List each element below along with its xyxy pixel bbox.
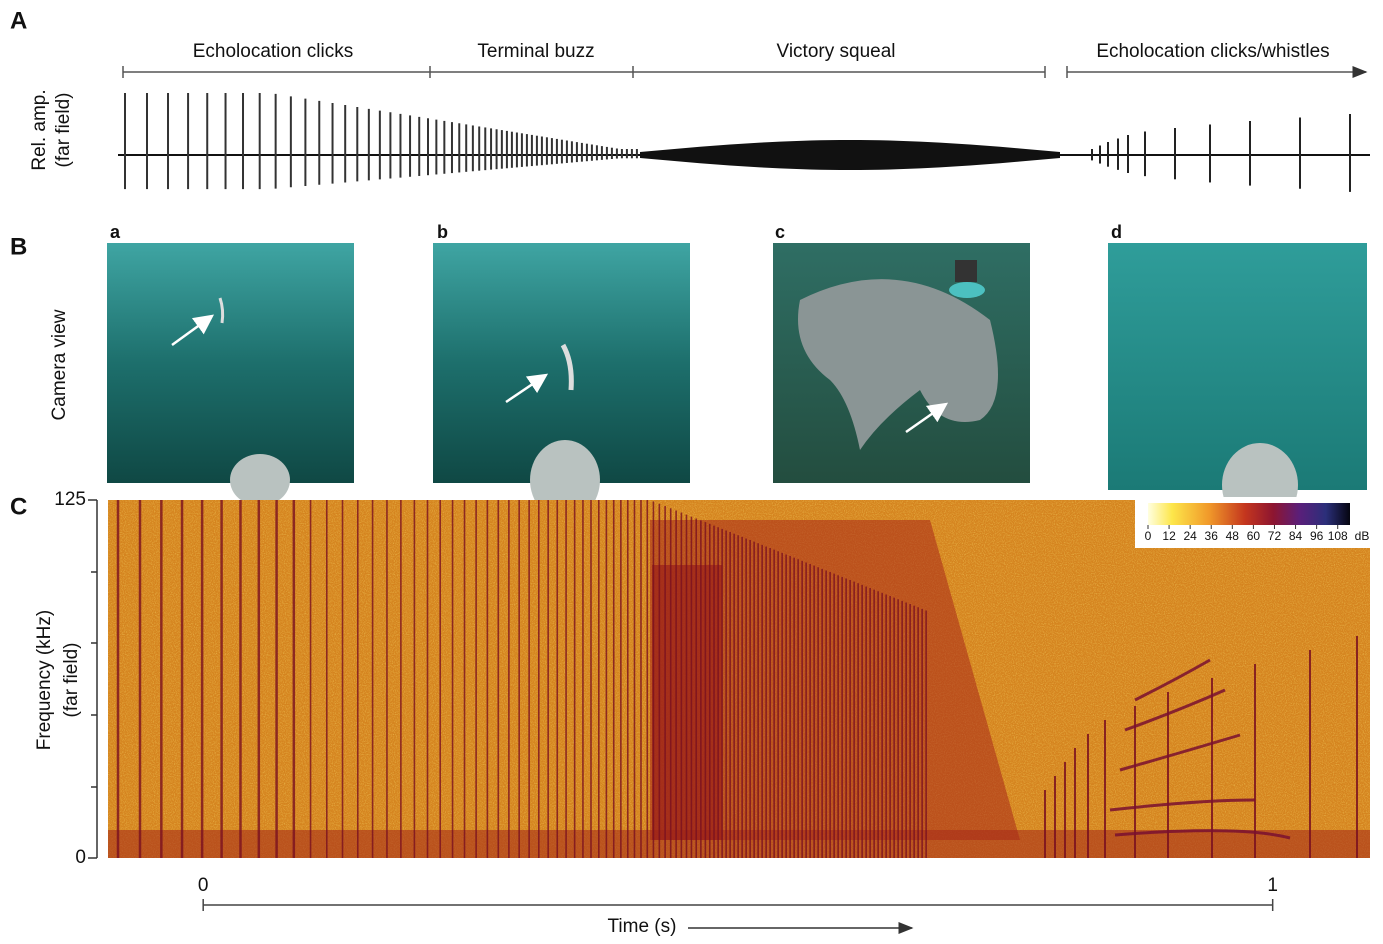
colorbar-tick-label: 12 [1162, 529, 1176, 543]
image-label: d [1111, 222, 1122, 242]
panel-label: B [10, 233, 27, 260]
figure: A Echolocation clicks Terminal buzz Vict… [0, 0, 1383, 939]
y-axis-label: (far field) [61, 643, 82, 718]
minor-ticks [91, 572, 97, 787]
squeal-envelope [640, 140, 1060, 170]
colorbar-tick-label: 96 [1310, 529, 1324, 543]
colorbar-tick-label: 48 [1226, 529, 1240, 543]
colorbar-unit: dB [1355, 529, 1370, 543]
x-tick-label: 0 [198, 875, 209, 896]
x-tick-label: 1 [1267, 875, 1278, 896]
camera-image [1108, 243, 1367, 527]
colorbar-tick-label: 36 [1205, 529, 1219, 543]
x-axis-label: Time (s) [608, 916, 677, 937]
y-tick-label: 125 [54, 489, 86, 510]
y-tick-label: 0 [75, 847, 86, 868]
camera-image [107, 243, 354, 506]
panel-label: C [10, 493, 27, 520]
colorbar-tick-label: 108 [1328, 529, 1348, 543]
colorbar-tick-label: 0 [1145, 529, 1152, 543]
waveform [118, 93, 1370, 192]
image-label: c [775, 222, 785, 242]
colorbar-tick-label: 84 [1289, 529, 1303, 543]
y-axis-label: Camera view [49, 309, 70, 420]
y-axis-label: Frequency (kHz) [34, 610, 55, 750]
segment-label: Victory squeal [777, 41, 896, 62]
camera-image [773, 243, 1030, 483]
image-label: b [437, 222, 448, 242]
camera-image [433, 243, 690, 520]
colorbar-tick-label: 60 [1247, 529, 1261, 543]
segment-label: Terminal buzz [477, 41, 594, 62]
panel-label: A [10, 7, 27, 34]
colorbar-tick-label: 72 [1268, 529, 1282, 543]
y-axis-label: Rel. amp. [29, 89, 50, 170]
y-axis-label: (far field) [53, 93, 74, 168]
colorbar-tick-label: 24 [1183, 529, 1197, 543]
segment-brackets [123, 66, 1366, 78]
segment-label: Echolocation clicks [193, 41, 354, 62]
image-label: a [110, 222, 121, 242]
segment-label: Echolocation clicks/whistles [1096, 41, 1329, 62]
spectrogram [108, 500, 1370, 858]
